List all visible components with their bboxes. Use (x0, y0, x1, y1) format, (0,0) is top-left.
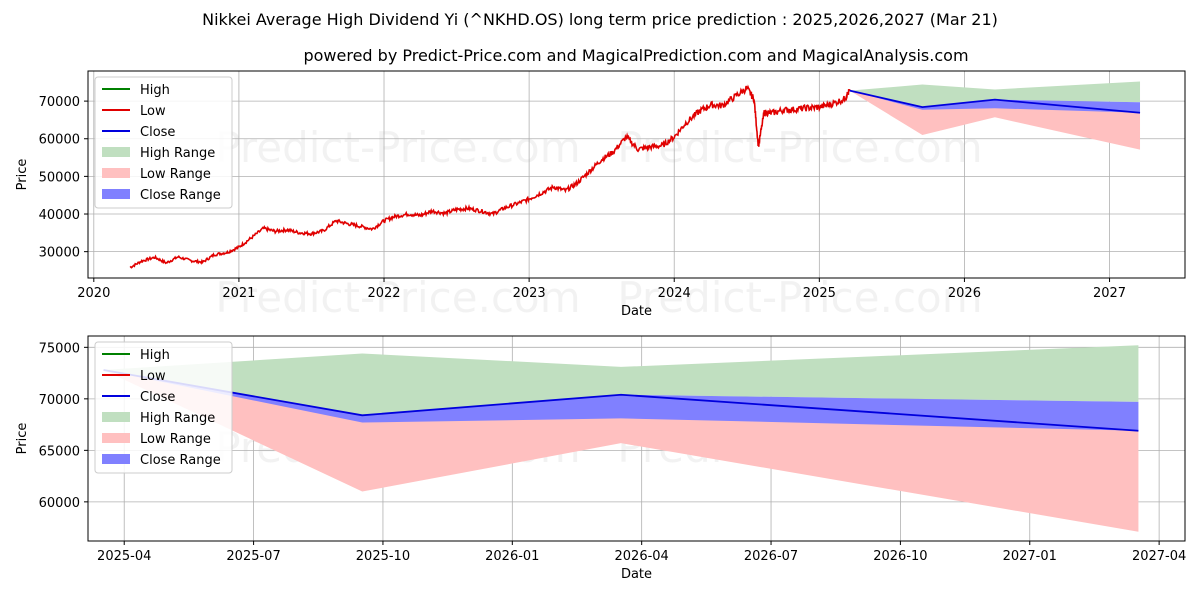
top-history-low-line (129, 84, 851, 269)
top-legend-swatch-low-range (102, 168, 130, 178)
chart-title: Nikkei Average High Dividend Yi (^NKHD.O… (202, 10, 998, 29)
bottom-ylabel: Price (15, 423, 30, 455)
bottom-xtick-label-4: 2026-04 (615, 549, 669, 564)
top-legend-label-low: Low (140, 104, 166, 119)
top-xtick-label-7: 2027 (1093, 286, 1126, 301)
bottom-axes-frame (87, 335, 1186, 542)
top-xtick-label-6: 2026 (948, 286, 981, 301)
bottom-ytick-label-0: 60000 (39, 496, 80, 511)
bottom-xtick-label-6: 2026-10 (873, 549, 927, 564)
bottom-high-range-band (103, 345, 1139, 416)
bottom-ytick-label-1: 65000 (39, 444, 80, 459)
bottom-xlabel: Date (621, 567, 652, 582)
bottom-xtick-label-3: 2026-01 (485, 549, 539, 564)
top-low-range-band (849, 90, 1141, 150)
top-ytick-label-1: 40000 (39, 208, 80, 223)
top-xtick-label-5: 2025 (803, 286, 836, 301)
top-axes-frame (87, 70, 1186, 279)
chart-subtitle: powered by Predict-Price.com and Magical… (303, 46, 968, 65)
top-legend-label-low-range: Low Range (140, 167, 211, 182)
watermark-top-left: Predict-Price.com (215, 123, 580, 172)
top-legend-swatch-close-range (102, 189, 130, 199)
bottom-xtick-label-5: 2026-07 (744, 549, 798, 564)
top-xtick-label-2: 2022 (367, 286, 400, 301)
bottom-legend-label-high-range: High Range (140, 411, 215, 426)
bottom-legend-swatch-low-range (102, 433, 130, 443)
bottom-xtick-label-0: 2025-04 (97, 549, 151, 564)
top-legend: High Low Close High Range Low Range Close Ran… (94, 76, 233, 209)
bottom-close-line (103, 369, 1139, 432)
bottom-plot-area (88, 336, 1185, 541)
top-chart: 2020 2021 2022 2023 2024 2025 2026 2027 30000 400… (15, 70, 1186, 319)
top-xtick-label-3: 2023 (513, 286, 546, 301)
top-ytick-label-0: 30000 (39, 246, 80, 261)
bottom-xtick-label-1: 2025-07 (226, 549, 280, 564)
top-legend-label-high: High (140, 83, 170, 98)
top-ytick-label-3: 60000 (39, 133, 80, 148)
top-close-line (849, 89, 1141, 114)
watermark-mid-right: Predict-Price.com (617, 273, 982, 322)
bottom-xtick-label-8: 2027-04 (1132, 549, 1186, 564)
bottom-legend-label-close: Close (140, 390, 175, 405)
top-ytick-label-2: 50000 (39, 170, 80, 185)
bottom-legend-label-low: Low (140, 369, 166, 384)
bottom-legend-label-close-range: Close Range (140, 453, 221, 468)
top-high-range-band (849, 81, 1141, 108)
watermark-mid-left: Predict-Price.com (215, 273, 580, 322)
top-legend-label-close: Close (140, 125, 175, 140)
bottom-xtick-label-2: 2025-10 (356, 549, 410, 564)
bottom-legend-label-low-range: Low Range (140, 432, 211, 447)
top-legend-swatch-high-range (102, 147, 130, 157)
bottom-legend-swatch-close-range (102, 454, 130, 464)
bottom-ytick-label-3: 75000 (39, 341, 80, 356)
top-ytick-label-4: 70000 (39, 95, 80, 110)
bottom-low-range-band (103, 369, 1139, 532)
top-xtick-label-1: 2021 (222, 286, 255, 301)
top-legend-label-close-range: Close Range (140, 188, 221, 203)
bottom-legend-swatch-high-range (102, 412, 130, 422)
bottom-legend: High Low Close High Range Low Range Close Ran… (94, 341, 233, 474)
bottom-xtick-label-7: 2027-01 (1003, 549, 1057, 564)
top-xlabel: Date (621, 304, 652, 319)
top-legend-label-high-range: High Range (140, 146, 215, 161)
bottom-chart: 2025-04 2025-07 2025-10 2026-01 2026-04 2026-… (15, 335, 1186, 582)
top-plot-area (88, 71, 1185, 278)
bottom-legend-label-high: High (140, 348, 170, 363)
top-xtick-label-0: 2020 (77, 286, 110, 301)
top-xtick-label-4: 2024 (658, 286, 691, 301)
bottom-ytick-label-2: 70000 (39, 393, 80, 408)
top-ylabel: Price (15, 159, 30, 191)
